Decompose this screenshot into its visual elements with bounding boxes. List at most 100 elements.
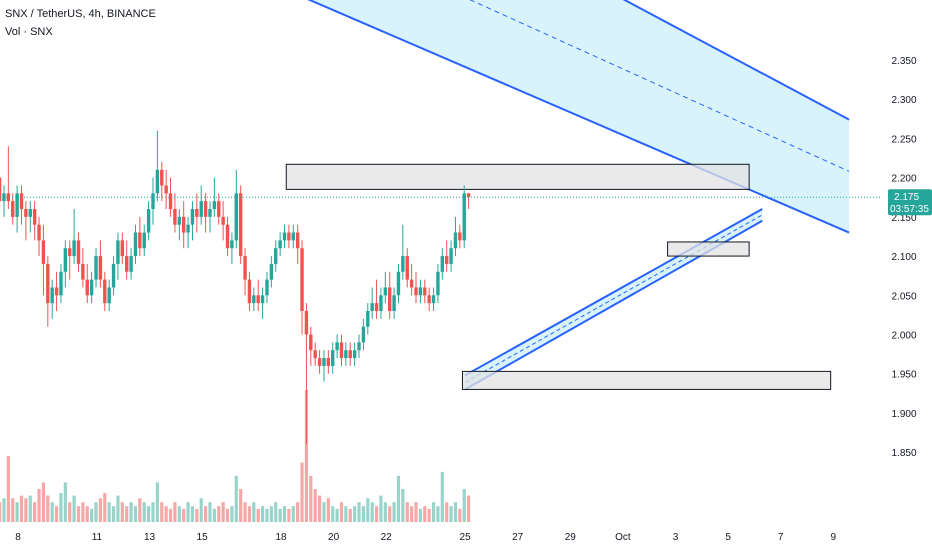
price-axis[interactable]: 2.350 2.300 2.250 2.200 2.150 2.100 2.050 2.000… (891, 56, 916, 459)
volume-legend[interactable]: Vol · SNX (5, 26, 53, 38)
candle-body (383, 287, 388, 296)
volume-bar (133, 506, 138, 522)
volume-bar (54, 506, 59, 522)
volume-bar (120, 502, 124, 522)
volume-bar (410, 506, 414, 522)
volume-bar (370, 502, 374, 522)
candle-body (339, 342, 344, 359)
volume-bar (366, 498, 370, 522)
volume-bar (72, 495, 76, 522)
candle-body (256, 295, 260, 304)
candle-body (6, 193, 11, 202)
y-tick-label: 2.100 (891, 252, 916, 263)
volume-bar (111, 506, 116, 522)
volume-bar (414, 502, 418, 522)
y-tick-label: 1.900 (891, 409, 916, 420)
candle-body (120, 240, 125, 257)
candle-body (230, 240, 234, 249)
volume-bar (142, 502, 146, 522)
volume-bar (2, 498, 6, 522)
candle-body (252, 295, 256, 304)
volume-bar (116, 495, 120, 522)
candle-body (203, 201, 208, 217)
volume-bar (46, 495, 50, 522)
candle-body (409, 279, 414, 288)
candle-body (81, 263, 85, 280)
volume-bar (252, 502, 256, 522)
candle-body (28, 209, 32, 217)
volume-bar (322, 502, 326, 522)
volume-bar (344, 506, 348, 522)
zone-rect-1 (285, 163, 750, 190)
candle-body (186, 224, 190, 233)
candle-body (41, 240, 46, 264)
candle-body (313, 350, 317, 359)
candle-countdown: 03:57:35 (890, 204, 929, 215)
candle-body (24, 209, 28, 217)
candle-body (199, 201, 203, 217)
y-tick-label: 2.150 (891, 213, 916, 224)
volume-bar (247, 506, 252, 522)
zone-rect-2 (667, 241, 750, 257)
volume-bar (313, 489, 317, 522)
candle-body (304, 310, 309, 335)
volume-bar (225, 508, 230, 522)
volume-bar (177, 506, 181, 522)
candle-body (444, 256, 449, 264)
volume-bar (63, 482, 67, 522)
volume-bar (50, 502, 54, 522)
drawings-layer[interactable] (194, 0, 850, 391)
volume-bar (129, 502, 133, 522)
x-tick-label: 22 (381, 532, 393, 543)
x-tick-label: 25 (460, 532, 472, 543)
candle-body (11, 201, 15, 217)
x-axis: 8 11 13 15 18 20 22 25 27 29 Oct 3 5 7 9 (15, 532, 836, 543)
candle-body (453, 232, 458, 249)
candle-body (269, 263, 274, 280)
y-tick-label: 1.950 (891, 370, 916, 381)
volume-bar (458, 508, 462, 522)
y-tick-label: 2.300 (891, 95, 916, 106)
volume-bar (90, 508, 94, 522)
volume-bar (353, 506, 357, 522)
volume-bar (204, 506, 208, 522)
volume-bar (182, 508, 186, 522)
candle-body (68, 248, 72, 257)
candle-body (19, 193, 24, 210)
volume-bar (445, 502, 449, 522)
candle-body (278, 240, 282, 249)
volume-bar (388, 506, 392, 522)
x-tick-label: 20 (328, 532, 340, 543)
volume-bar (81, 502, 85, 522)
volume-bar (28, 495, 32, 522)
volume-bar (173, 502, 177, 522)
x-tick-label: 3 (673, 532, 679, 543)
volume-bar (0, 502, 2, 522)
y-tick-label: 2.200 (891, 174, 916, 185)
candle-body (260, 295, 265, 304)
volume-bar (348, 508, 352, 522)
volume-bar (374, 506, 379, 522)
candle-body (265, 279, 269, 296)
volume-bar (309, 475, 313, 522)
candle-body (151, 193, 155, 210)
candle-body (300, 248, 304, 311)
volume-bar (208, 502, 212, 522)
y-tick-label: 2.350 (891, 56, 916, 67)
candle-body (133, 232, 138, 257)
volume-bar (168, 508, 173, 522)
candle-body (116, 240, 120, 264)
candle-body (401, 256, 405, 272)
volume-bar (427, 508, 431, 522)
symbol-title[interactable]: SNX / TetherUS, 4h, BINANCE (5, 8, 156, 20)
candle-body (146, 209, 151, 233)
volume-bar (15, 502, 19, 522)
candle-body (436, 271, 440, 296)
zone-rect-3 (461, 370, 832, 390)
candle-body (94, 256, 98, 280)
volume-bar (190, 506, 195, 522)
x-tick-label: 9 (831, 532, 837, 543)
candle-body (221, 216, 225, 225)
candle-body (103, 279, 107, 304)
